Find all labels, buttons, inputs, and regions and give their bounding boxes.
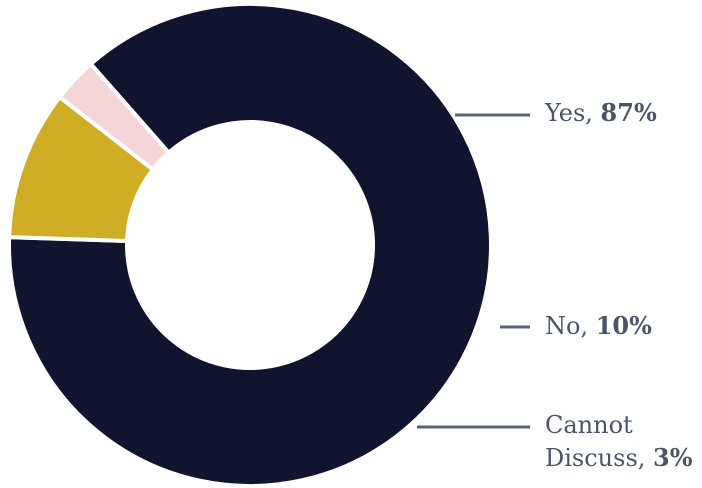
data-value-no: 10% [596, 311, 652, 340]
chart-slices [7, 2, 493, 488]
chart-labels: Yes, 87% No, 10% Cannot Discuss, 3% [544, 98, 693, 472]
data-label-cannot-discuss: Cannot Discuss, 3% [545, 411, 693, 472]
data-value-yes: 87% [601, 98, 657, 127]
data-value-cannot-discuss: 3% [653, 443, 693, 472]
slice-yes [7, 2, 493, 488]
data-label-no: No, 10% [545, 311, 652, 340]
slice-cannot-discuss [56, 61, 172, 173]
data-label-yes: Yes, 87% [544, 98, 657, 127]
chart-leader-lines [417, 113, 530, 429]
